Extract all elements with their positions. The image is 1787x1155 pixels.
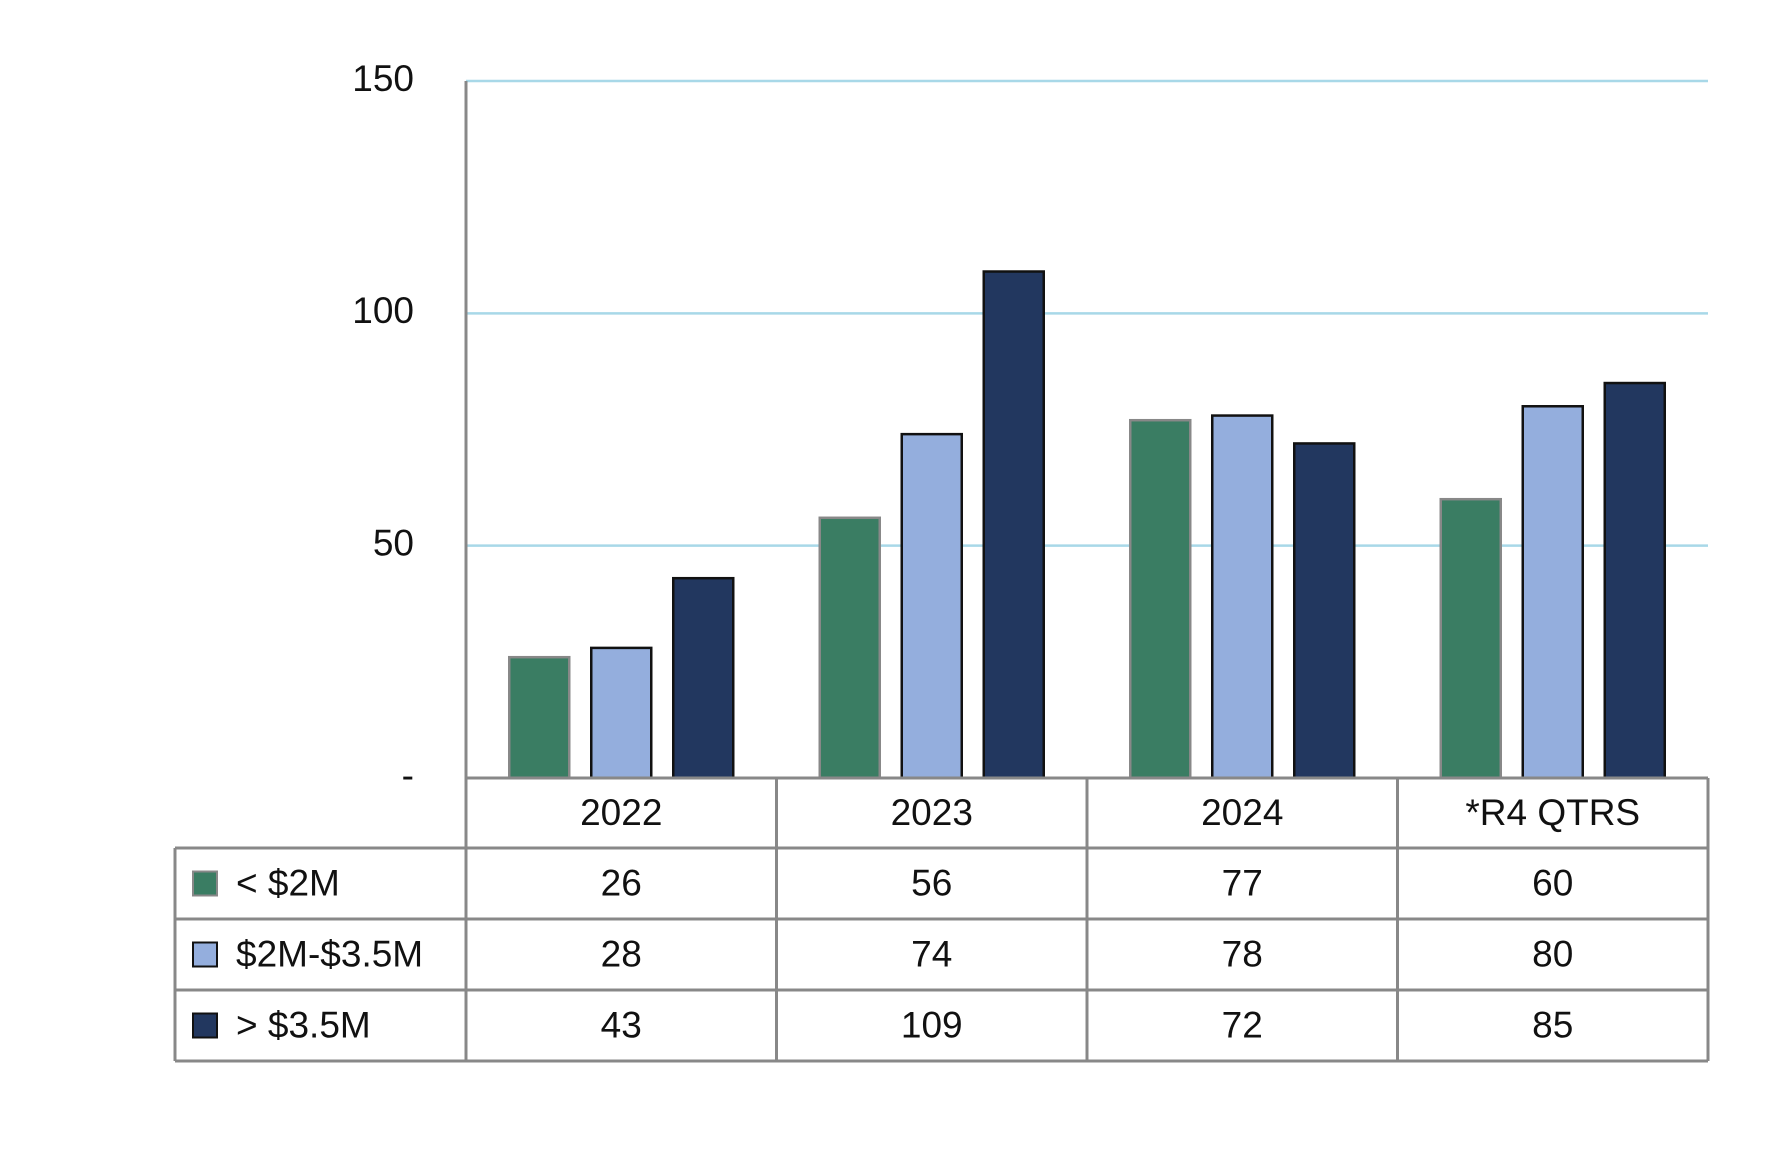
x-tick-label: 2022: [580, 792, 662, 833]
table-value: 74: [911, 933, 952, 974]
table-value: 80: [1532, 933, 1573, 974]
bar: [1293, 442, 1356, 780]
legend-label: $2M-$3.5M: [236, 933, 423, 974]
table-value: 60: [1532, 862, 1573, 903]
legend-label: > $3.5M: [236, 1004, 371, 1045]
legend-swatch: [192, 941, 218, 968]
bar: [590, 646, 653, 780]
legend-swatch: [192, 1012, 218, 1039]
bar: [900, 432, 963, 780]
legend-label: < $2M: [236, 862, 340, 903]
table-value: 77: [1222, 862, 1263, 903]
x-tick-label: 2024: [1201, 792, 1283, 833]
x-tick-label: 2023: [891, 792, 973, 833]
y-tick-label: 50: [373, 522, 414, 563]
y-tick-label: 100: [352, 290, 414, 331]
bar: [1211, 414, 1274, 780]
table-value: 85: [1532, 1004, 1573, 1045]
table-value: 43: [601, 1004, 642, 1045]
table-value: 78: [1222, 933, 1263, 974]
bar: [982, 270, 1045, 780]
bar: [1439, 497, 1502, 780]
x-tick-label: *R4 QTRS: [1465, 792, 1640, 833]
table-value: 26: [601, 862, 642, 903]
table-value: 72: [1222, 1004, 1263, 1045]
table-value: 56: [911, 862, 952, 903]
table-value: 109: [901, 1004, 963, 1045]
bar: [1603, 381, 1666, 780]
bar: [672, 576, 735, 780]
bar: [1129, 418, 1192, 780]
table-value: 28: [601, 933, 642, 974]
bar: [508, 655, 571, 780]
bar: [1521, 405, 1584, 780]
bar: [818, 516, 881, 780]
legend-swatch: [192, 870, 218, 897]
y-tick-label: 150: [352, 58, 414, 99]
y-tick-label: -: [402, 755, 414, 796]
